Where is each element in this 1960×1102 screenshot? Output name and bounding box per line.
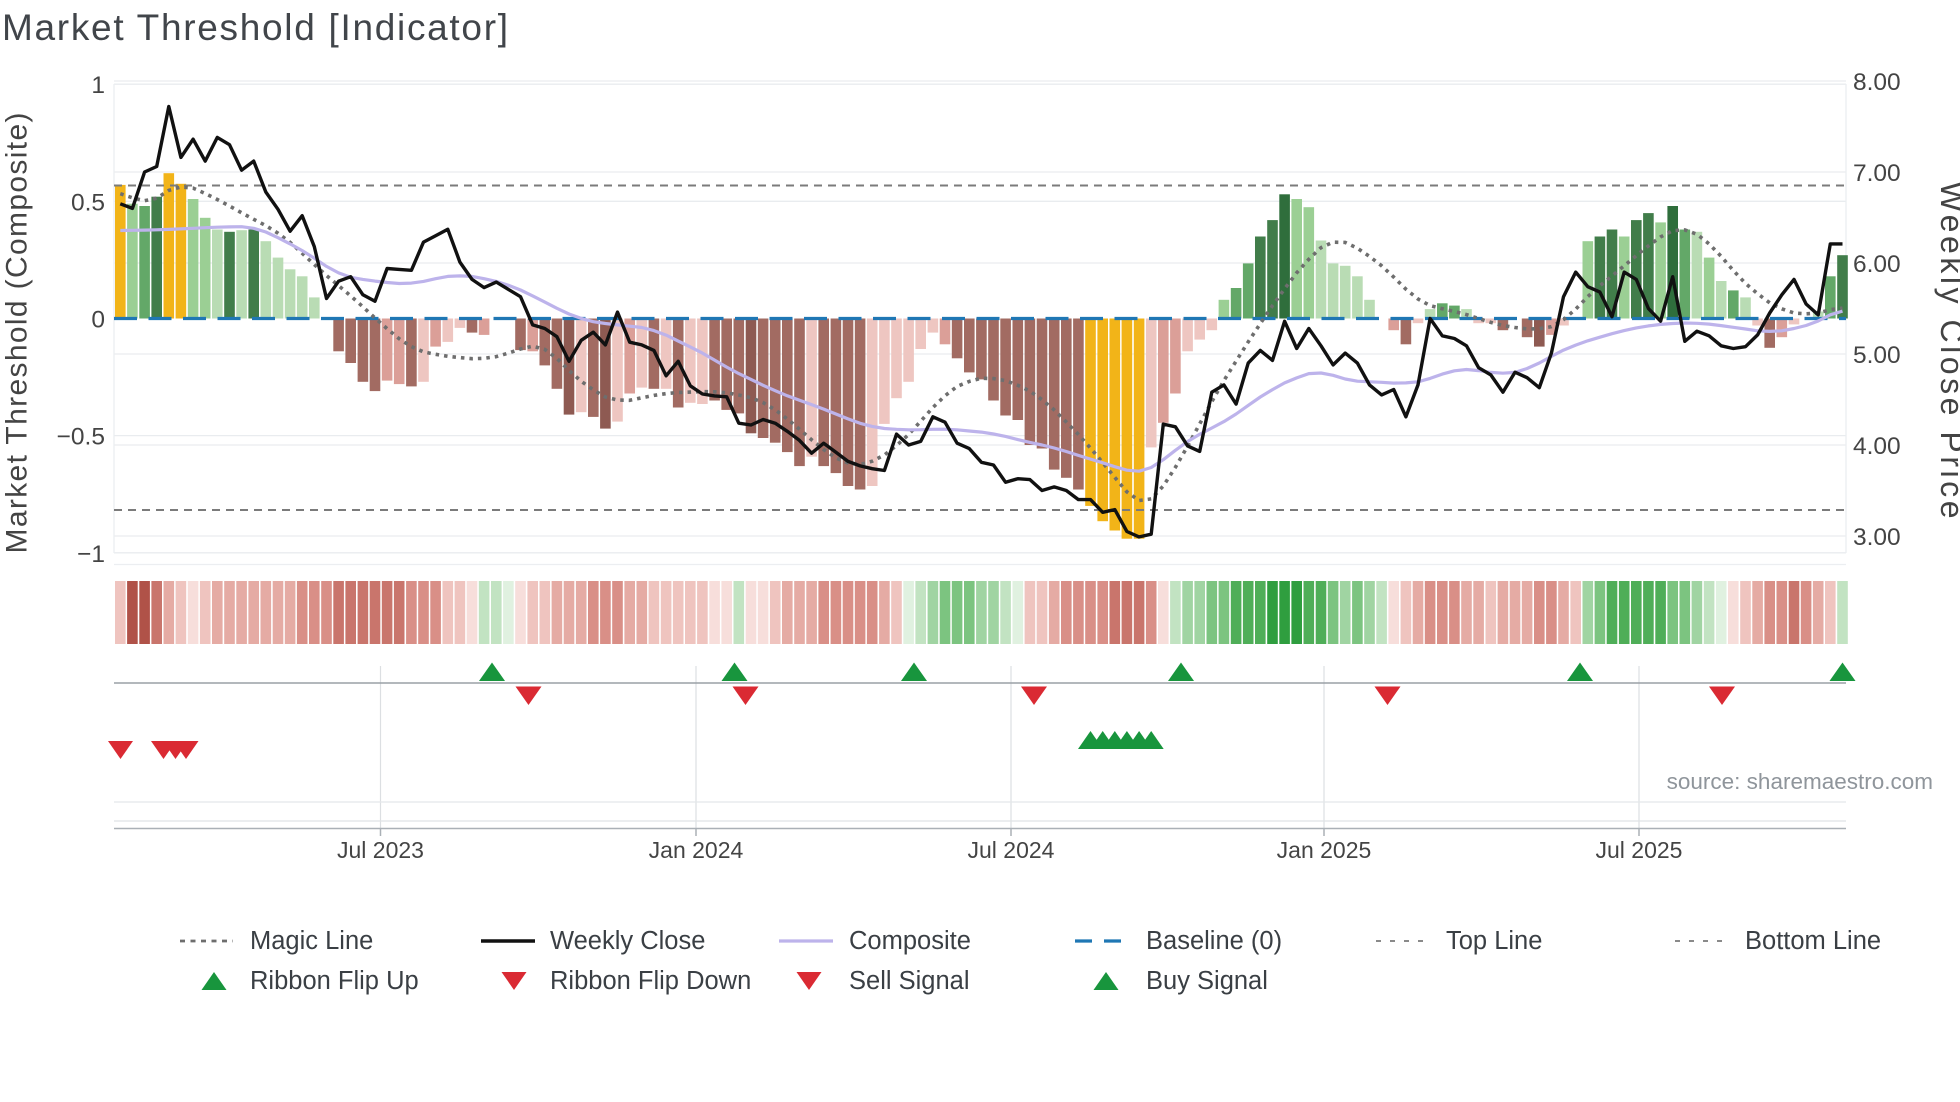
svg-text:Jul 2025: Jul 2025	[1596, 837, 1683, 863]
svg-text:−1: −1	[77, 541, 105, 568]
svg-text:Bottom Line: Bottom Line	[1745, 927, 1881, 955]
svg-text:Weekly Close: Weekly Close	[550, 927, 705, 955]
svg-text:Market Threshold [Indicator]: Market Threshold [Indicator]	[2, 7, 508, 48]
svg-text:Buy Signal: Buy Signal	[1146, 967, 1268, 995]
svg-text:Weekly Close Price: Weekly Close Price	[1934, 182, 1960, 519]
svg-text:−0.5: −0.5	[57, 424, 105, 451]
svg-text:1: 1	[91, 72, 105, 99]
svg-text:0.5: 0.5	[71, 189, 105, 216]
svg-text:7.00: 7.00	[1853, 160, 1901, 187]
svg-text:Jan 2025: Jan 2025	[1277, 837, 1372, 863]
svg-text:8.00: 8.00	[1853, 69, 1901, 96]
svg-text:Ribbon Flip Up: Ribbon Flip Up	[250, 967, 419, 995]
svg-text:Sell Signal: Sell Signal	[849, 967, 970, 995]
svg-text:Jan 2024: Jan 2024	[649, 837, 744, 863]
svg-text:Baseline (0): Baseline (0)	[1146, 927, 1282, 955]
svg-text:Jul 2024: Jul 2024	[968, 837, 1055, 863]
svg-text:Ribbon Flip Down: Ribbon Flip Down	[550, 967, 751, 995]
svg-text:Jul 2023: Jul 2023	[337, 837, 424, 863]
svg-text:Market Threshold (Composite): Market Threshold (Composite)	[1, 113, 34, 554]
svg-text:Composite: Composite	[849, 927, 971, 955]
svg-text:Top Line: Top Line	[1446, 927, 1542, 955]
svg-text:5.00: 5.00	[1853, 342, 1901, 369]
svg-text:source: sharemaestro.com: source: sharemaestro.com	[1667, 769, 1933, 794]
svg-text:6.00: 6.00	[1853, 251, 1901, 278]
svg-text:3.00: 3.00	[1853, 524, 1901, 551]
svg-text:Magic Line: Magic Line	[250, 927, 373, 955]
svg-text:0: 0	[91, 307, 105, 334]
svg-text:4.00: 4.00	[1853, 433, 1901, 460]
